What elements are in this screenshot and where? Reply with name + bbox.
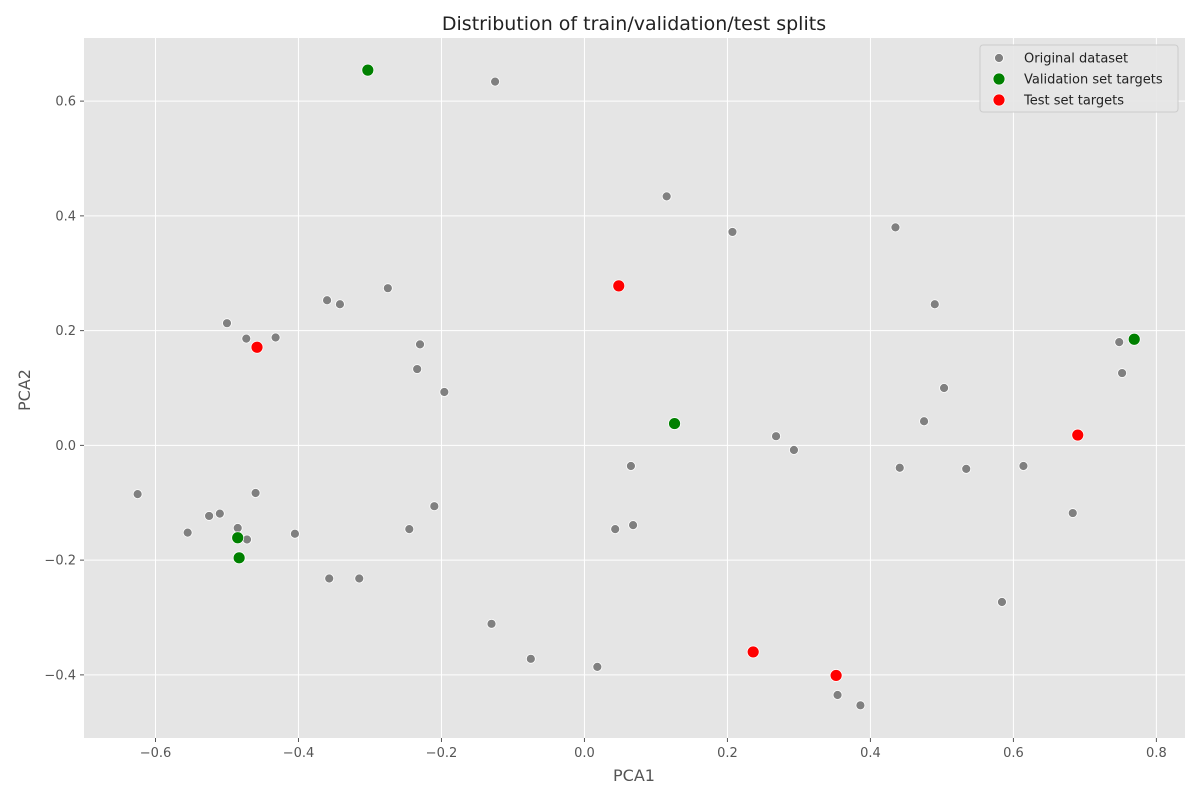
x-axis-ticks: −0.6 −0.4 −0.2 0.0 0.2 0.4 0.6 0.8 bbox=[140, 738, 1167, 761]
original-dataset-point bbox=[250, 488, 261, 498]
original-dataset-point bbox=[182, 527, 193, 538]
data-points bbox=[132, 63, 1141, 711]
original-dataset-point bbox=[1018, 461, 1029, 471]
original-dataset-point bbox=[771, 431, 781, 442]
test-set-targets-point bbox=[829, 669, 843, 682]
original-dataset-point bbox=[929, 299, 940, 310]
original-dataset-point bbox=[727, 227, 738, 237]
original-dataset-point bbox=[525, 653, 536, 664]
x-tick-label: −0.4 bbox=[283, 746, 315, 761]
legend-label-test-set-targets: Test set targets bbox=[1023, 94, 1124, 109]
validation-set-targets-point bbox=[231, 531, 245, 545]
original-dataset-point bbox=[335, 299, 345, 310]
validation-set-targets-point bbox=[232, 551, 246, 565]
legend-box bbox=[979, 44, 1179, 113]
original-dataset-point bbox=[412, 364, 423, 374]
validation-set-targets-point bbox=[668, 417, 681, 430]
original-dataset-point bbox=[214, 508, 225, 519]
original-dataset-point bbox=[204, 511, 215, 521]
original-dataset-point bbox=[241, 333, 252, 344]
y-tick-label: −0.4 bbox=[44, 668, 76, 683]
original-dataset-point bbox=[132, 489, 143, 500]
x-tick-label: 0.4 bbox=[860, 746, 881, 761]
original-dataset-point bbox=[382, 283, 393, 294]
original-dataset-point bbox=[232, 523, 243, 533]
y-tick-label: −0.2 bbox=[44, 554, 76, 569]
original-dataset-point bbox=[324, 573, 335, 584]
original-dataset-point bbox=[961, 464, 972, 474]
legend-marker-original-dataset bbox=[994, 53, 1004, 63]
original-dataset-point bbox=[592, 661, 603, 672]
x-tick-label: 0.8 bbox=[1146, 746, 1167, 761]
test-set-targets-point bbox=[1071, 428, 1085, 442]
original-dataset-point bbox=[997, 597, 1007, 607]
test-set-targets-point bbox=[250, 340, 264, 354]
original-dataset-point bbox=[290, 528, 300, 539]
original-dataset-point bbox=[1117, 368, 1127, 378]
test-set-targets-point bbox=[612, 279, 626, 293]
y-tick-label: 0.0 bbox=[55, 439, 76, 454]
y-tick-label: 0.6 bbox=[55, 95, 76, 110]
y-tick-label: 0.4 bbox=[55, 209, 76, 224]
legend: Original dataset Validation set targets Te… bbox=[979, 44, 1179, 113]
y-axis-ticks: −0.4 −0.2 0.0 0.2 0.4 0.6 bbox=[44, 95, 84, 683]
x-tick-label: 0.6 bbox=[1003, 746, 1024, 761]
grid bbox=[84, 38, 1185, 738]
original-dataset-point bbox=[894, 462, 905, 473]
x-axis-label: PCA1 bbox=[613, 766, 655, 785]
x-tick-label: 0.0 bbox=[574, 746, 595, 761]
original-dataset-point bbox=[855, 700, 866, 711]
original-dataset-point bbox=[486, 618, 497, 629]
original-dataset-point bbox=[939, 383, 949, 393]
original-dataset-point bbox=[626, 461, 636, 471]
original-dataset-point bbox=[439, 387, 450, 397]
original-dataset-point bbox=[322, 295, 332, 306]
original-dataset-point bbox=[890, 222, 901, 233]
x-tick-label: 0.2 bbox=[717, 746, 738, 761]
original-dataset-point bbox=[354, 573, 365, 584]
x-tick-label: −0.2 bbox=[426, 746, 458, 761]
original-dataset-point bbox=[415, 339, 425, 350]
original-dataset-point bbox=[789, 445, 799, 455]
original-dataset-point bbox=[270, 332, 281, 343]
y-tick-label: 0.2 bbox=[55, 324, 76, 339]
original-dataset-point bbox=[610, 524, 621, 535]
original-dataset-point bbox=[1067, 508, 1078, 518]
validation-set-targets-point bbox=[361, 63, 375, 77]
original-dataset-point bbox=[628, 520, 638, 531]
validation-set-targets-point bbox=[1127, 332, 1141, 346]
y-axis-label: PCA2 bbox=[15, 369, 34, 411]
original-dataset-point bbox=[404, 524, 415, 535]
legend-marker-test-set-targets bbox=[992, 93, 1006, 107]
original-dataset-point bbox=[661, 191, 672, 202]
x-tick-label: −0.6 bbox=[140, 746, 172, 761]
legend-marker-validation-set-targets bbox=[992, 72, 1006, 86]
original-dataset-point bbox=[1114, 337, 1125, 347]
original-dataset-point bbox=[222, 318, 232, 329]
chart-title: Distribution of train/validation/test sp… bbox=[442, 13, 826, 35]
original-dataset-point bbox=[429, 501, 440, 512]
legend-label-validation-set-targets: Validation set targets bbox=[1024, 73, 1163, 88]
test-set-targets-point bbox=[746, 645, 760, 659]
original-dataset-point bbox=[490, 76, 500, 87]
original-dataset-point bbox=[919, 416, 929, 427]
plot-area bbox=[84, 38, 1185, 738]
original-dataset-point bbox=[832, 690, 843, 700]
legend-label-original-dataset: Original dataset bbox=[1024, 52, 1128, 67]
